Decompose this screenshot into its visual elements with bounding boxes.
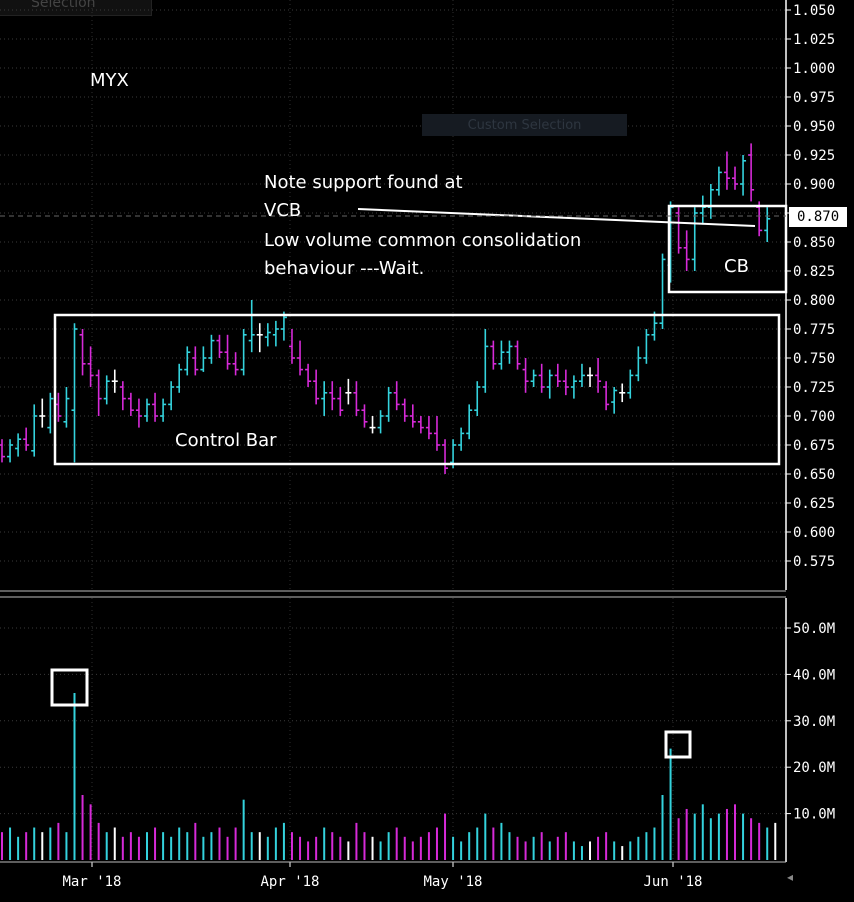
custom-selection-box[interactable]: Custom Selection: [422, 114, 627, 136]
price-tick-label: 0.900: [793, 177, 835, 193]
price-tick-label: 0.775: [793, 322, 835, 338]
cb-label: CB: [724, 256, 749, 277]
volume-tick-label: 40.0M: [793, 667, 835, 683]
price-tick-label: 0.600: [793, 525, 835, 541]
support-arrow-line: [357, 208, 756, 227]
price-tick-label: 0.575: [793, 554, 835, 570]
note-line-3: Low volume common consolidation: [264, 230, 582, 251]
volume-highlight-box-mar: [50, 668, 89, 707]
control-bar-box: [53, 313, 781, 466]
price-tick-label: 0.750: [793, 351, 835, 367]
last-price-tag: 0.870: [789, 207, 847, 227]
annotation-shapes: [0, 204, 788, 759]
price-tick-label: 1.050: [793, 3, 835, 19]
volume-tick-label: 50.0M: [793, 621, 835, 637]
axes: 1.0501.0251.0000.9750.9500.9250.9000.875…: [0, 0, 835, 890]
selection-tab[interactable]: Selection: [0, 0, 152, 16]
cb-box: [667, 204, 788, 294]
price-tick-label: 0.925: [793, 148, 835, 164]
symbol-label: MYX: [90, 70, 129, 91]
volume-tick-label: 10.0M: [793, 807, 835, 823]
price-tick-label: 0.650: [793, 467, 835, 483]
volume-highlight-box-jun: [664, 730, 692, 759]
scroll-left-icon[interactable]: ◂: [787, 870, 794, 884]
month-label: May '18: [423, 874, 482, 890]
month-label: Mar '18: [62, 874, 121, 890]
grid-lines: [0, 0, 786, 862]
price-tick-label: 0.975: [793, 90, 835, 106]
note-line-1: Note support found at: [264, 172, 463, 193]
price-tick-label: 0.675: [793, 438, 835, 454]
price-tick-label: 0.700: [793, 409, 835, 425]
price-tick-label: 0.625: [793, 496, 835, 512]
price-tick-label: 0.950: [793, 119, 835, 135]
price-tick-label: 1.025: [793, 32, 835, 48]
note-line-4: behaviour ---Wait.: [264, 258, 425, 279]
price-tick-label: 0.850: [793, 235, 835, 251]
note-line-2: VCB: [264, 200, 302, 221]
price-tick-label: 0.725: [793, 380, 835, 396]
month-label: Jun '18: [643, 874, 702, 890]
volume-tick-label: 30.0M: [793, 714, 835, 730]
control-bar-label: Control Bar: [175, 430, 277, 451]
volume-tick-label: 20.0M: [793, 760, 835, 776]
price-tick-label: 1.000: [793, 61, 835, 77]
price-tick-label: 0.825: [793, 264, 835, 280]
volume-bars: [1, 692, 777, 860]
price-tick-label: 0.800: [793, 293, 835, 309]
month-label: Apr '18: [260, 874, 319, 890]
